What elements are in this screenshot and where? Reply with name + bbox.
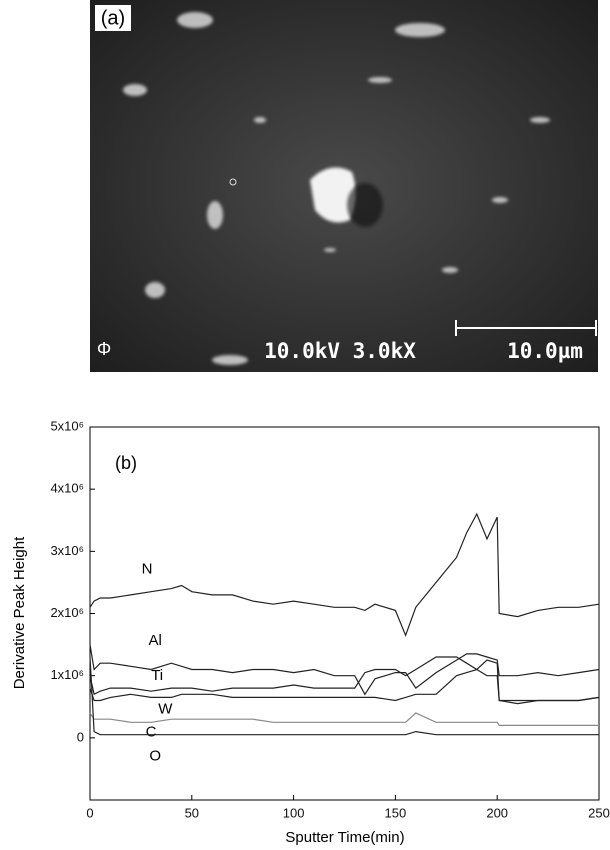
panel-label: (a) — [101, 7, 125, 29]
series-line — [90, 670, 599, 701]
x-tick-label: 250 — [588, 805, 610, 820]
series-label: Ti — [151, 667, 163, 684]
x-tick-label: 50 — [185, 805, 199, 820]
x-axis-label: Sputter Time(min) — [285, 829, 404, 846]
y-tick-label: 5x10⁶ — [50, 418, 84, 433]
x-tick-label: 0 — [86, 805, 93, 820]
sem-caption: 10.0kV 3.0kX — [264, 339, 416, 363]
series-label: N — [142, 561, 153, 578]
y-tick-label: 0 — [77, 729, 84, 744]
logo: Φ — [97, 339, 111, 359]
series-line — [90, 657, 599, 704]
series-line — [90, 657, 599, 735]
y-axis-label: Derivative Peak Height — [11, 536, 28, 689]
series-label: O — [149, 748, 161, 765]
sem-image: (a) 10.0kV 3.0kX 10.0µm Φ — [90, 0, 598, 372]
series-line — [90, 514, 599, 635]
x-tick-label: 200 — [486, 805, 508, 820]
scale-label: 10.0µm — [507, 339, 583, 363]
series-label: C — [146, 723, 157, 740]
x-tick-label: 150 — [385, 805, 407, 820]
y-tick-label: 4x10⁶ — [50, 481, 84, 496]
figure-canvas: (a) 10.0kV 3.0kX 10.0µm Φ (b) Sputter Ti… — [0, 0, 610, 850]
series-line — [90, 645, 599, 695]
panel-label: (b) — [115, 453, 137, 473]
x-tick-label: 100 — [283, 805, 305, 820]
figure: (a) 10.0kV 3.0kX 10.0µm Φ (b) Sputter Ti… — [0, 0, 610, 850]
y-tick-label: 2x10⁶ — [50, 605, 84, 620]
y-tick-label: 1x10⁶ — [50, 667, 84, 682]
series-label: Al — [148, 632, 161, 649]
series-label: W — [158, 700, 173, 717]
y-tick-label: 3x10⁶ — [50, 543, 84, 558]
plot-frame — [90, 427, 599, 800]
